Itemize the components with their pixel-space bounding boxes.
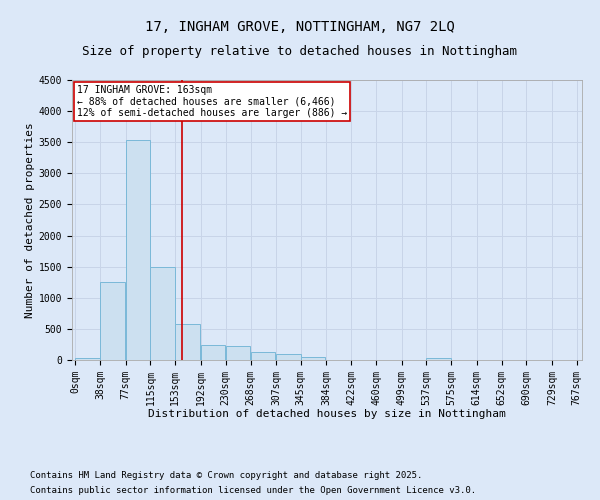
Text: 17, INGHAM GROVE, NOTTINGHAM, NG7 2LQ: 17, INGHAM GROVE, NOTTINGHAM, NG7 2LQ: [145, 20, 455, 34]
Bar: [226, 346, 250, 360]
Bar: [201, 345, 226, 360]
Bar: [175, 324, 200, 360]
Bar: [151, 268, 175, 360]
Bar: [100, 282, 125, 360]
Bar: [301, 357, 325, 360]
Bar: [75, 358, 100, 360]
Text: Contains HM Land Registry data © Crown copyright and database right 2025.: Contains HM Land Registry data © Crown c…: [30, 471, 422, 480]
Text: Contains public sector information licensed under the Open Government Licence v3: Contains public sector information licen…: [30, 486, 476, 495]
Text: Size of property relative to detached houses in Nottingham: Size of property relative to detached ho…: [83, 45, 517, 58]
Bar: [276, 354, 301, 360]
Y-axis label: Number of detached properties: Number of detached properties: [25, 122, 35, 318]
Bar: [125, 140, 150, 360]
X-axis label: Distribution of detached houses by size in Nottingham: Distribution of detached houses by size …: [148, 409, 506, 419]
Text: 17 INGHAM GROVE: 163sqm
← 88% of detached houses are smaller (6,466)
12% of semi: 17 INGHAM GROVE: 163sqm ← 88% of detache…: [77, 85, 347, 118]
Bar: [427, 358, 451, 360]
Bar: [251, 352, 275, 360]
